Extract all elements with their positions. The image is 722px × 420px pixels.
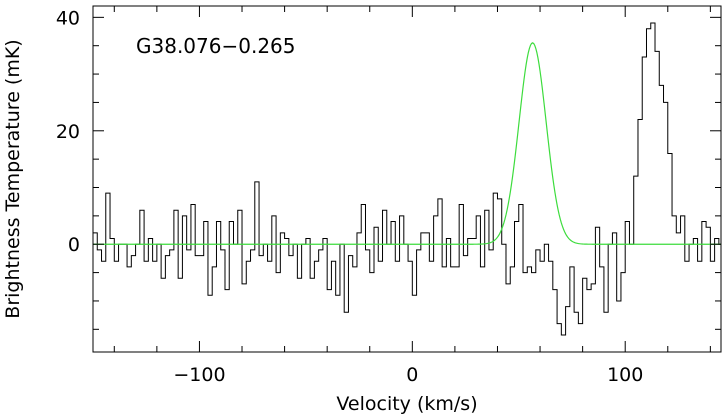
y-tick-label: 40 bbox=[56, 7, 80, 29]
ticks-layer: −100 0 100 0 20 40 bbox=[56, 6, 721, 386]
y-tick-label: 0 bbox=[68, 234, 80, 256]
series-layer bbox=[93, 22, 721, 336]
x-axis-label: Velocity (km/s) bbox=[336, 393, 477, 415]
x-tick-label: −100 bbox=[173, 364, 225, 386]
x-tick-label: 100 bbox=[607, 364, 643, 386]
plot-frame bbox=[92, 5, 722, 353]
source-name-annotation: G38.076−0.265 bbox=[136, 34, 296, 58]
spectrum-step-line bbox=[93, 22, 721, 336]
gaussian-fit-line bbox=[93, 42, 721, 245]
x-tick-label: 0 bbox=[406, 364, 418, 386]
y-tick-label: 20 bbox=[56, 121, 80, 143]
y-axis-label: Brightness Temperature (mK) bbox=[2, 39, 24, 318]
